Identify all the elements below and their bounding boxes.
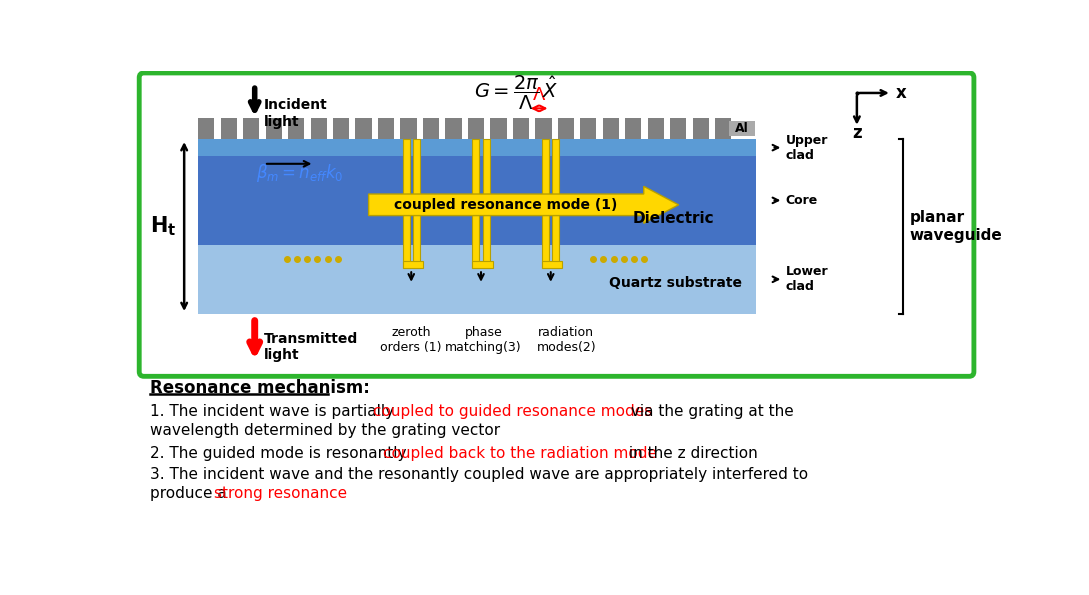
Bar bbox=[403, 139, 409, 268]
Bar bbox=[490, 118, 506, 139]
Text: produce a: produce a bbox=[150, 486, 232, 500]
Bar bbox=[648, 118, 664, 139]
Bar bbox=[287, 118, 304, 139]
Bar bbox=[378, 118, 394, 139]
Bar bbox=[468, 118, 485, 139]
Bar bbox=[693, 118, 709, 139]
Text: Transmitted
light: Transmitted light bbox=[264, 332, 358, 362]
Bar bbox=[580, 118, 597, 139]
Bar bbox=[482, 139, 490, 268]
Bar bbox=[198, 139, 756, 156]
Bar bbox=[221, 118, 237, 139]
Bar bbox=[355, 118, 371, 139]
Bar bbox=[198, 245, 756, 314]
Text: 3. The incident wave and the resonantly coupled wave are appropriately interfere: 3. The incident wave and the resonantly … bbox=[150, 467, 808, 482]
Bar bbox=[513, 118, 529, 139]
Text: coupled back to the radiation mode: coupled back to the radiation mode bbox=[382, 446, 657, 461]
FancyBboxPatch shape bbox=[139, 73, 974, 376]
Text: radiation
modes(2): radiation modes(2) bbox=[537, 326, 596, 354]
Text: planar
waveguide: planar waveguide bbox=[909, 211, 1002, 243]
Text: Lower
clad: Lower clad bbox=[785, 265, 829, 293]
Text: coupled to guided resonance modes: coupled to guided resonance modes bbox=[374, 404, 652, 419]
Text: Quartz substrate: Quartz substrate bbox=[609, 275, 742, 290]
Bar bbox=[198, 118, 215, 139]
Text: Al: Al bbox=[735, 122, 749, 135]
Bar bbox=[473, 261, 492, 268]
Bar bbox=[625, 118, 641, 139]
Polygon shape bbox=[368, 186, 678, 223]
Bar bbox=[243, 118, 259, 139]
Text: z: z bbox=[852, 124, 861, 142]
Text: $\mathbf{H_t}$: $\mathbf{H_t}$ bbox=[150, 215, 176, 239]
Bar bbox=[602, 118, 619, 139]
Text: strong resonance: strong resonance bbox=[213, 486, 346, 500]
Bar bbox=[729, 121, 755, 136]
Text: in the z direction: in the z direction bbox=[624, 446, 758, 461]
Text: Core: Core bbox=[785, 194, 818, 207]
Bar bbox=[558, 118, 574, 139]
Bar bbox=[715, 118, 732, 139]
Bar bbox=[536, 118, 551, 139]
Bar bbox=[310, 118, 327, 139]
Text: via the grating at the: via the grating at the bbox=[626, 404, 794, 419]
Bar bbox=[333, 118, 350, 139]
Text: Dielectric: Dielectric bbox=[632, 211, 713, 226]
Bar bbox=[552, 139, 560, 268]
Text: $\Lambda$: $\Lambda$ bbox=[533, 86, 547, 104]
Bar bbox=[423, 118, 439, 139]
Text: coupled resonance mode (1): coupled resonance mode (1) bbox=[394, 198, 617, 212]
Text: $\beta_m = n_{eff}k_0$: $\beta_m = n_{eff}k_0$ bbox=[256, 162, 344, 184]
Text: phase
matching(3): phase matching(3) bbox=[445, 326, 522, 354]
Text: Upper
clad: Upper clad bbox=[785, 134, 828, 162]
Text: x: x bbox=[895, 84, 906, 102]
Bar bbox=[670, 118, 686, 139]
Text: 2. The guided mode is resonantly: 2. The guided mode is resonantly bbox=[150, 446, 412, 461]
Text: Incident
light: Incident light bbox=[264, 98, 328, 129]
Text: Resonance mechanism:: Resonance mechanism: bbox=[150, 380, 370, 397]
Bar bbox=[413, 139, 419, 268]
Bar bbox=[266, 118, 282, 139]
Bar bbox=[198, 156, 756, 245]
Bar bbox=[403, 261, 423, 268]
Bar bbox=[401, 118, 417, 139]
Text: zeroth
orders (1): zeroth orders (1) bbox=[380, 326, 442, 354]
Bar bbox=[473, 139, 479, 268]
Bar bbox=[542, 261, 562, 268]
Text: 1. The incident wave is partially: 1. The incident wave is partially bbox=[150, 404, 399, 419]
Bar bbox=[542, 139, 549, 268]
Bar bbox=[445, 118, 462, 139]
Text: $G=\dfrac{2\pi}{\Lambda}\,\hat{X}$: $G=\dfrac{2\pi}{\Lambda}\,\hat{X}$ bbox=[474, 74, 559, 112]
Text: wavelength determined by the grating vector: wavelength determined by the grating vec… bbox=[150, 422, 500, 437]
